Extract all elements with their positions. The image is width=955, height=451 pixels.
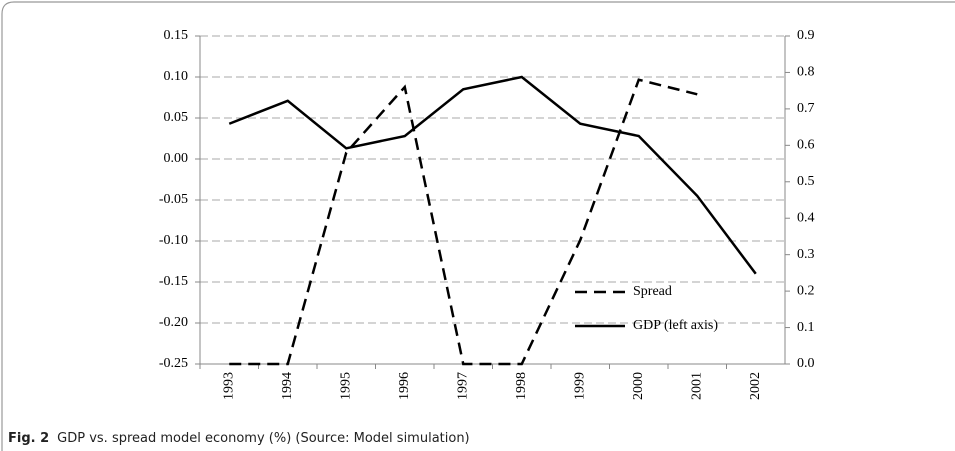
y-tick-label: 0.10	[164, 69, 189, 84]
y2-tick-label: 0.0	[797, 356, 815, 371]
series-line	[229, 78, 698, 366]
x-tick-label: 1997	[455, 372, 470, 400]
x-tick-label: 2000	[631, 372, 646, 400]
x-tick-label: 2002	[748, 372, 763, 400]
y2-tick-label: 0.5	[797, 174, 815, 189]
y2-tick-label: 0.4	[797, 210, 815, 225]
y2-tick-label: 0.7	[797, 101, 815, 116]
y2-tick-label: 0.2	[797, 283, 815, 298]
x-tick-label: 1993	[221, 372, 236, 400]
x-tick-label: 1999	[572, 372, 587, 400]
y2-tick-label: 0.9	[797, 28, 815, 43]
x-tick-label: 1994	[280, 372, 295, 400]
legend-label: Spread	[633, 284, 672, 299]
y-tick-label: -0.10	[159, 233, 188, 248]
y2-tick-label: 0.3	[797, 247, 815, 262]
y-tick-label: 0.00	[164, 151, 189, 166]
y-tick-label: 0.05	[164, 110, 189, 125]
caption-text: GDP vs. spread model economy (%) (Source…	[57, 431, 469, 446]
y-tick-label: -0.25	[159, 356, 188, 371]
x-tick-label: 2001	[689, 372, 704, 400]
y-tick-label: -0.20	[159, 315, 188, 330]
x-tick-label: 1996	[397, 372, 412, 400]
y-tick-label: -0.05	[159, 192, 188, 207]
caption-label: Fig. 2	[8, 431, 49, 446]
x-tick-label: 1998	[514, 372, 529, 400]
legend-label: GDP (left axis)	[633, 318, 718, 333]
y-tick-label: 0.15	[164, 28, 189, 43]
y2-tick-label: 0.6	[797, 138, 815, 153]
series-line	[228, 75, 757, 275]
y2-tick-label: 0.1	[797, 320, 815, 335]
caption: Fig. 2 GDP vs. spread model economy (%) (…	[8, 431, 470, 446]
x-tick-label: 1995	[338, 372, 353, 400]
y-tick-label: -0.15	[159, 274, 188, 289]
y2-tick-label: 0.8	[797, 65, 815, 80]
